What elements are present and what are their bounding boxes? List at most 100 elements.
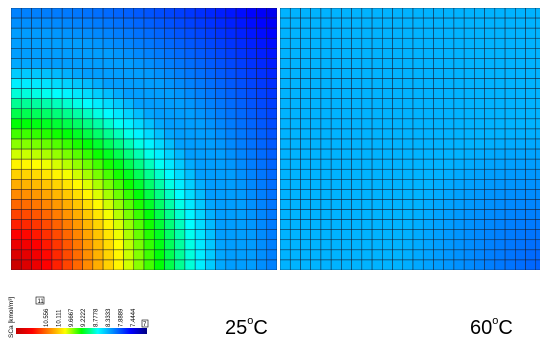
mesh-cell xyxy=(535,219,540,230)
mesh-cell xyxy=(474,249,485,261)
mesh-cell xyxy=(330,219,342,230)
mesh-cell xyxy=(51,128,63,140)
mesh-cell xyxy=(113,88,124,99)
mesh-cell xyxy=(300,168,311,180)
mesh-cell xyxy=(453,128,465,140)
mesh-cell xyxy=(102,259,114,270)
mesh-cell xyxy=(484,58,496,69)
mesh-cell xyxy=(402,118,414,130)
mesh-cell xyxy=(371,138,383,150)
mesh-cell xyxy=(412,249,424,261)
mesh-cell xyxy=(246,17,257,29)
mesh-cell xyxy=(402,37,414,49)
legend-tick-label: 8.7778 xyxy=(94,308,100,327)
mesh-cell xyxy=(474,168,485,180)
mesh-cell xyxy=(515,8,526,19)
mesh-cell xyxy=(72,138,83,150)
mesh-cell xyxy=(61,118,73,130)
mesh-cell xyxy=(351,58,363,69)
mesh-cell xyxy=(402,48,414,59)
mesh-cell xyxy=(153,8,165,19)
mesh-cell xyxy=(82,168,94,180)
mesh-cell xyxy=(504,158,516,170)
mesh-cell xyxy=(184,58,196,69)
mesh-cell xyxy=(504,229,516,241)
mesh-cell xyxy=(72,158,83,170)
mesh-cell xyxy=(184,68,196,79)
mesh-cell xyxy=(361,189,373,200)
mesh-cell xyxy=(143,249,155,261)
mesh-cell xyxy=(133,199,145,210)
mesh-cell xyxy=(371,17,383,29)
mesh-cell xyxy=(61,48,73,59)
mesh-cell xyxy=(225,27,237,39)
mesh-cell xyxy=(153,88,165,99)
mesh-cell xyxy=(300,209,311,220)
mesh-cell xyxy=(82,138,94,150)
mesh-cell xyxy=(246,209,257,220)
mesh-cell xyxy=(205,8,216,19)
mesh-cell xyxy=(92,98,104,110)
mesh-cell xyxy=(280,118,291,130)
mesh-cell xyxy=(341,158,352,170)
mesh-cell xyxy=(113,8,124,19)
mesh-cell xyxy=(433,37,444,49)
mesh-cell xyxy=(453,37,465,49)
mesh-cell xyxy=(422,108,434,120)
mesh-cell xyxy=(320,189,332,200)
mesh-cell xyxy=(453,108,465,120)
mesh-cell xyxy=(133,78,145,89)
mesh-cell xyxy=(82,158,94,170)
mesh-cell xyxy=(289,158,301,170)
mesh-cell xyxy=(412,98,424,110)
mesh-cell xyxy=(215,189,227,200)
mesh-cell xyxy=(422,219,434,230)
mesh-cell xyxy=(443,8,455,19)
mesh-cell xyxy=(412,239,424,251)
mesh-cell xyxy=(422,168,434,180)
mesh-cell xyxy=(371,199,383,210)
mesh-cell xyxy=(392,58,404,69)
mesh-cell xyxy=(164,158,175,170)
mesh-cell xyxy=(41,138,53,150)
mesh-cell xyxy=(225,128,237,140)
mesh-cell xyxy=(474,48,485,59)
mesh-cell xyxy=(453,158,465,170)
mesh-cell xyxy=(474,239,485,251)
mesh-cell xyxy=(215,8,227,19)
mesh-cell xyxy=(525,168,537,180)
mesh-cell xyxy=(133,148,145,160)
mesh-cell xyxy=(443,17,455,29)
mesh-cell xyxy=(31,48,42,59)
mesh-cell xyxy=(289,118,301,130)
mesh-cell xyxy=(123,189,135,200)
mesh-cell xyxy=(515,189,526,200)
mesh-cell xyxy=(266,148,277,160)
mesh-cell xyxy=(133,118,145,130)
mesh-cell xyxy=(402,189,414,200)
mesh-cell xyxy=(184,108,196,120)
mesh-cell xyxy=(164,259,175,270)
legend-tick-label: 9.2222 xyxy=(81,308,87,327)
contour-mesh-25c xyxy=(11,8,277,270)
mesh-cell xyxy=(300,48,311,59)
mesh-cell xyxy=(225,148,237,160)
mesh-cell xyxy=(102,17,114,29)
mesh-cell xyxy=(194,239,206,251)
mesh-cell xyxy=(11,27,22,39)
mesh-cell xyxy=(51,37,63,49)
mesh-cell xyxy=(184,88,196,99)
mesh-cell xyxy=(535,37,540,49)
mesh-cell xyxy=(525,239,537,251)
mesh-cell xyxy=(153,17,165,29)
mesh-cell xyxy=(392,219,404,230)
mesh-cell xyxy=(402,108,414,120)
mesh-cell xyxy=(51,158,63,170)
mesh-cell xyxy=(433,88,444,99)
mesh-cell xyxy=(371,98,383,110)
mesh-cell xyxy=(72,78,83,89)
mesh-cell xyxy=(484,219,496,230)
mesh-cell xyxy=(494,259,506,270)
mesh-cell xyxy=(289,219,301,230)
mesh-cell xyxy=(256,229,268,241)
